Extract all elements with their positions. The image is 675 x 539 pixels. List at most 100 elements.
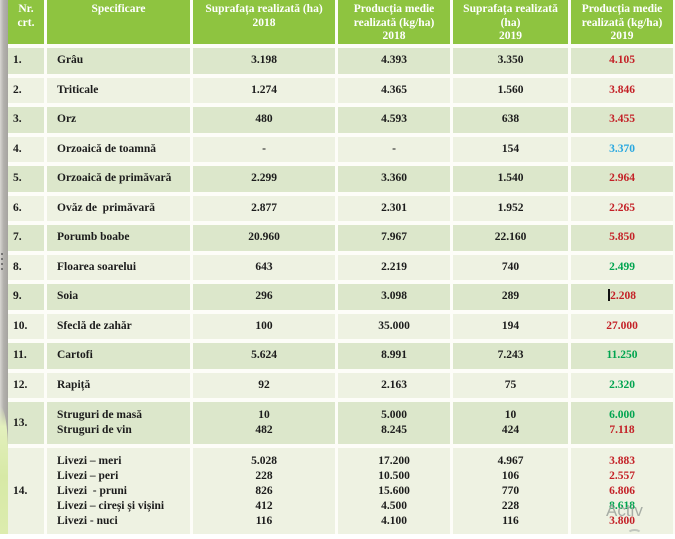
cell-area2019: 1.540	[453, 166, 568, 192]
cell-nr: 12.	[8, 372, 44, 398]
cell-yield2019[interactable]: 2.208	[571, 284, 673, 310]
cell-area2018: 2.299	[193, 166, 335, 192]
cell-area2019: 1.560	[453, 77, 568, 103]
table-row: 7. Porumb boabe 20.960 7.967 22.160 5.850	[8, 225, 673, 251]
cell-nr: 11.	[8, 343, 44, 369]
slide-right-edge	[673, 0, 675, 534]
slide-left-edge	[0, 0, 8, 534]
column-header-yield-2019: Producția medie realizată (kg/ha) 2019	[571, 0, 673, 44]
cell-yield2019: 4.105	[571, 48, 673, 74]
table-row: 4. Orzoaică de toamnă - -154 3.370	[8, 136, 673, 162]
table-row: 14. Livezi – meri Livezi – peri Livezi - pr…	[8, 448, 673, 534]
cell-area2019: 194	[453, 313, 568, 339]
cell-nr: 5.	[8, 166, 44, 192]
cell-nr: 10.	[8, 313, 44, 339]
cell-yield2018: 4.393	[338, 48, 450, 74]
table-row: 5. Orzoaică de primăvară 2.299 3.360 1.540 2.…	[8, 166, 673, 192]
cell-name: Grâu	[47, 48, 190, 74]
cell-name: Orz	[47, 107, 190, 133]
cell-nr: 4.	[8, 136, 44, 162]
cell-nr: 7.	[8, 225, 44, 251]
table-row: 1. Grâu 3.198 4.393 3.350 4.105	[8, 48, 673, 74]
cell-area2018: 296	[193, 284, 335, 310]
cell-name: Orzoaică de toamnă	[47, 136, 190, 162]
cell-yield2019: 2.499	[571, 254, 673, 280]
cell-yield2018: 3.360	[338, 166, 450, 192]
cell-area2018: -	[193, 136, 335, 162]
cell-yield2018: 17.200 10.500 15.600 4.500 4.100	[338, 448, 450, 534]
cell-yield2018: 2.163	[338, 372, 450, 398]
cell-area2018: 2.877	[193, 195, 335, 221]
cell-nr: 8.	[8, 254, 44, 280]
table-row: 9. Soia 296 3.098 289 2.208	[8, 284, 673, 310]
decorative-corner-curve	[0, 406, 8, 534]
watermark-second-line-fragment	[627, 529, 642, 539]
cell-area2019: 3.350	[453, 48, 568, 74]
cell-area2018: 1.274	[193, 77, 335, 103]
cell-yield2018: 35.000	[338, 313, 450, 339]
cell-name: Sfeclă de zahăr	[47, 313, 190, 339]
activate-windows-watermark: Activ	[606, 501, 643, 520]
cell-area2018: 5.624	[193, 343, 335, 369]
cell-yield2019: 2.265	[571, 195, 673, 221]
text-cursor	[608, 289, 611, 302]
cell-area2018: 10 482	[193, 402, 335, 444]
cell-name: Ovăz de primăvară	[47, 195, 190, 221]
cell-yield2018: 8.991	[338, 343, 450, 369]
column-header-nr: Nr. crt.	[8, 0, 44, 44]
table-row: 3. Orz 480 4.593 638 3.455	[8, 107, 673, 133]
column-header-area-2019: Suprafața realizată (ha) 2019	[453, 0, 568, 44]
cell-nr: 2.	[8, 77, 44, 103]
cell-yield2018: 3.098	[338, 284, 450, 310]
table-header-row: Nr. crt. Specificare Suprafața realizată (h…	[8, 0, 673, 44]
cell-yield2018: 2.301	[338, 195, 450, 221]
cell-nr: 6.	[8, 195, 44, 221]
cell-area2019: 75	[453, 372, 568, 398]
table-row: 13. Struguri de masă Struguri de vin 10 482 5…	[8, 402, 673, 444]
cell-area2018: 100	[193, 313, 335, 339]
cell-name: Triticale	[47, 77, 190, 103]
cell-yield2018: 5.000 8.245	[338, 402, 450, 444]
cell-nr: 14.	[8, 448, 44, 534]
cell-yield2018: 4.593	[338, 107, 450, 133]
cell-area2019: 7.243	[453, 343, 568, 369]
cell-yield2018: 7.967	[338, 225, 450, 251]
cell-nr: 13.	[8, 402, 44, 444]
cell-yield2018: -	[338, 136, 450, 162]
table-row: 2. Triticale 1.274 4.365 1.560 3.846	[8, 77, 673, 103]
table-row: 10. Sfeclă de zahăr 100 35.000 194 27.000	[8, 313, 673, 339]
cell-area2019: 4.967 106 770 228 116	[453, 448, 568, 534]
cell-area2018: 92	[193, 372, 335, 398]
cell-yield2019: 11.250	[571, 343, 673, 369]
cell-name: Livezi – meri Livezi – peri Livezi - pruni…	[47, 448, 190, 534]
cell-area2019: 289	[453, 284, 568, 310]
cell-area2018: 643	[193, 254, 335, 280]
cell-area2018: 480	[193, 107, 335, 133]
cell-yield2019: 27.000	[571, 313, 673, 339]
cell-name: Cartofi	[47, 343, 190, 369]
cell-area2018: 3.198	[193, 48, 335, 74]
drag-handle-dots	[1, 253, 3, 270]
cell-name: Rapiță	[47, 372, 190, 398]
table-row: 11. Cartofi 5.624 8.991 7.243 11.250	[8, 343, 673, 369]
cell-name: Floarea soarelui	[47, 254, 190, 280]
cell-yield2019: 6.000 7.118	[571, 402, 673, 444]
cell-yield2019: 3.846	[571, 77, 673, 103]
column-header-specificare: Specificare	[47, 0, 190, 44]
cell-yield2019: 5.850	[571, 225, 673, 251]
cell-area2018: 5.028 228 826 412 116	[193, 448, 335, 534]
cell-area2019: 638	[453, 107, 568, 133]
cell-area2019: 10 424	[453, 402, 568, 444]
cell-yield2019: 3.455	[571, 107, 673, 133]
cell-nr: 3.	[8, 107, 44, 133]
cell-area2019: 740	[453, 254, 568, 280]
column-header-yield-2018: Producția medie realizată (kg/ha) 2018	[338, 0, 450, 44]
cell-area2019: 1.952	[453, 195, 568, 221]
cell-nr: 1.	[8, 48, 44, 74]
cell-name: Orzoaică de primăvară	[47, 166, 190, 192]
cell-area2019: 22.160	[453, 225, 568, 251]
cell-yield2019: 3.370	[571, 136, 673, 162]
cell-area2019: 154	[453, 136, 568, 162]
cell-nr: 9.	[8, 284, 44, 310]
cell-yield2018: 4.365	[338, 77, 450, 103]
